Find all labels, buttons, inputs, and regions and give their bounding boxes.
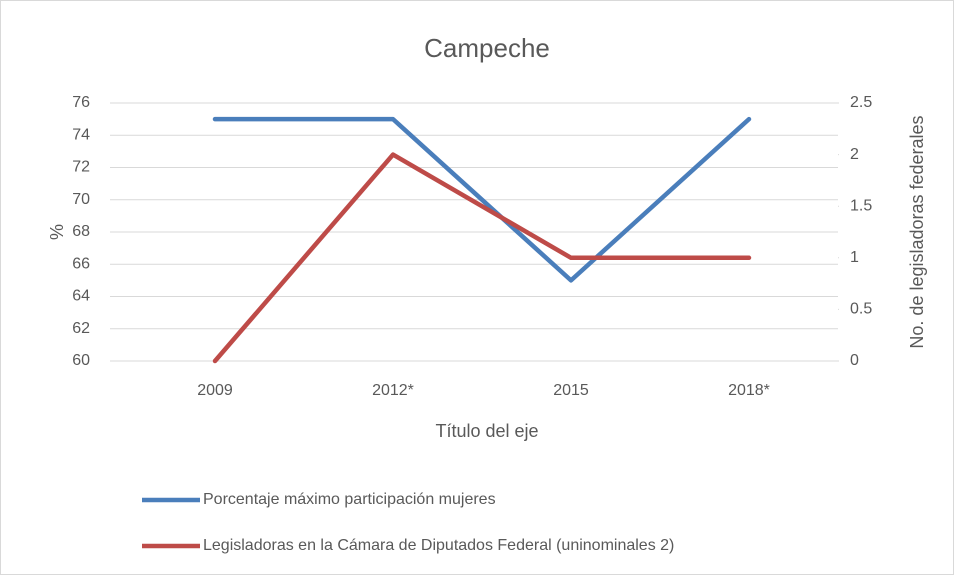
- y2-tick-label: 2.5: [850, 94, 872, 111]
- series-line: [212, 116, 752, 283]
- y-tick-label: 64: [72, 288, 90, 305]
- y-tick-label: 62: [72, 320, 90, 337]
- y2-tick-label: 2: [850, 146, 859, 163]
- x-tick-label: 2015: [553, 382, 589, 399]
- y-tick-label: 74: [72, 126, 90, 143]
- x-tick-label: 2012*: [372, 382, 414, 399]
- y-tick-label: 76: [72, 94, 90, 111]
- y-tick-label: 60: [72, 352, 90, 369]
- y-tick-label: 66: [72, 255, 90, 272]
- chart-title: Campeche: [424, 33, 550, 63]
- y-tick-label: 70: [72, 191, 90, 208]
- y2-tick-label: 0.5: [850, 301, 872, 318]
- legend-label: Porcentaje máximo participación mujeres: [203, 491, 496, 508]
- y2-tick-label: 0: [850, 352, 859, 369]
- y2-axis-title: No. de legisladoras federales: [907, 115, 927, 348]
- y2-tick-label: 1.5: [850, 197, 872, 214]
- x-tick-label: 2018*: [728, 382, 770, 399]
- x-tick-label: 2009: [197, 382, 233, 399]
- legend-label: Legisladoras en la Cámara de Diputados F…: [203, 537, 674, 554]
- y-tick-label: 68: [72, 223, 90, 240]
- series-line: [212, 152, 752, 364]
- x-axis-title: Título del eje: [435, 421, 538, 441]
- y-tick-label: 72: [72, 159, 90, 176]
- y-axis-title: %: [47, 224, 67, 240]
- y2-tick-label: 1: [850, 249, 859, 266]
